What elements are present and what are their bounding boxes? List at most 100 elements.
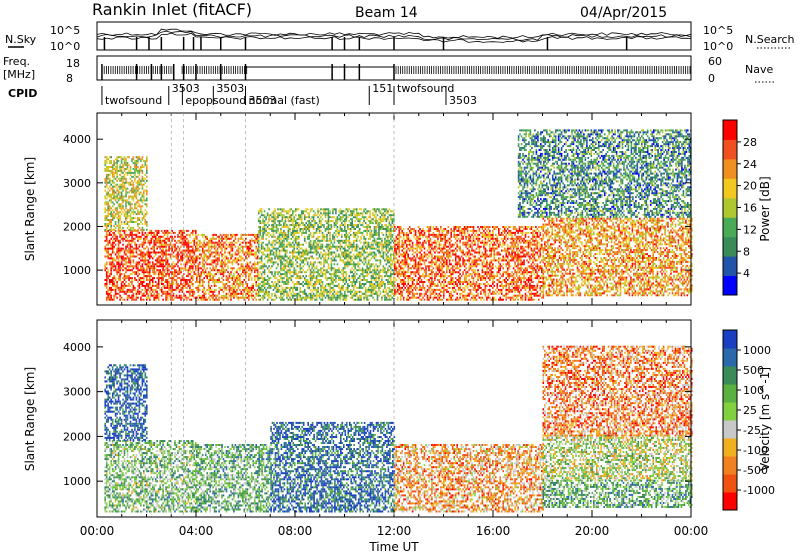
cell — [128, 242, 130, 244]
cell — [128, 234, 130, 236]
cell — [127, 291, 129, 293]
cell — [146, 283, 148, 285]
cell — [230, 257, 232, 259]
cell — [162, 252, 164, 254]
cell — [218, 238, 220, 240]
cell — [212, 261, 214, 263]
cell — [161, 236, 163, 238]
cell — [185, 285, 187, 287]
cell — [149, 291, 151, 293]
cell — [191, 250, 193, 252]
cell — [232, 267, 234, 269]
cell — [212, 295, 214, 297]
cell — [202, 257, 204, 259]
cell — [151, 240, 153, 242]
cell — [143, 261, 145, 263]
cell — [167, 287, 169, 289]
cell — [122, 259, 124, 261]
cell — [227, 246, 229, 248]
cell — [148, 250, 150, 252]
cell — [180, 256, 182, 258]
cell — [221, 256, 223, 258]
cell — [214, 273, 216, 275]
cell — [208, 252, 210, 254]
cell — [161, 257, 163, 259]
cell — [215, 299, 217, 301]
cell — [167, 293, 169, 295]
cell — [167, 269, 169, 271]
cell — [104, 267, 106, 269]
cell — [232, 275, 234, 277]
cell — [149, 232, 151, 234]
cell — [148, 271, 150, 273]
power-data — [104, 129, 692, 300]
cell — [162, 232, 164, 234]
cell — [218, 293, 220, 295]
cell — [174, 256, 176, 258]
cell — [206, 236, 208, 238]
cell — [201, 275, 203, 277]
cell — [125, 271, 127, 273]
cell — [118, 263, 120, 265]
cell — [230, 271, 232, 273]
cell — [227, 265, 229, 267]
cell — [238, 297, 240, 299]
cell — [177, 261, 179, 263]
cell — [186, 291, 188, 293]
cell — [238, 240, 240, 242]
cell — [248, 299, 250, 301]
cell — [226, 283, 228, 285]
cell — [155, 254, 157, 256]
cell — [156, 238, 158, 240]
cell — [217, 259, 219, 261]
cell — [226, 297, 228, 299]
cell — [227, 285, 229, 287]
cell — [110, 273, 112, 275]
cell — [244, 269, 246, 271]
cell — [194, 238, 196, 240]
cell — [152, 267, 154, 269]
cell — [224, 269, 226, 271]
cell — [162, 293, 164, 295]
cell — [235, 293, 237, 295]
cell — [149, 287, 151, 289]
freq-nave-bars — [102, 64, 690, 80]
cell — [124, 283, 126, 285]
cell — [176, 297, 178, 299]
cell — [133, 293, 135, 295]
cell — [152, 236, 154, 238]
cell — [230, 256, 232, 258]
cell — [233, 244, 235, 246]
cell — [128, 257, 130, 259]
cell — [119, 299, 121, 301]
cell — [177, 259, 179, 261]
cell — [196, 277, 198, 279]
cell — [134, 277, 136, 279]
cell — [183, 236, 185, 238]
cell — [134, 244, 136, 246]
cell — [186, 261, 188, 263]
cell — [149, 271, 151, 273]
cell — [146, 277, 148, 279]
cell — [192, 257, 194, 259]
cell — [211, 242, 213, 244]
cell — [188, 240, 190, 242]
cell — [149, 283, 151, 285]
cell — [196, 248, 198, 250]
cell — [148, 267, 150, 269]
cell — [119, 295, 121, 297]
cell — [112, 265, 114, 267]
cell — [173, 275, 175, 277]
cell — [189, 246, 191, 248]
cell — [128, 297, 130, 299]
cell — [229, 289, 231, 291]
cell — [217, 257, 219, 259]
cell — [239, 238, 241, 240]
cell — [122, 291, 124, 293]
cell — [191, 283, 193, 285]
cell — [148, 261, 150, 263]
cell — [180, 263, 182, 265]
cell — [220, 261, 222, 263]
cell — [221, 238, 223, 240]
cell — [109, 242, 111, 244]
